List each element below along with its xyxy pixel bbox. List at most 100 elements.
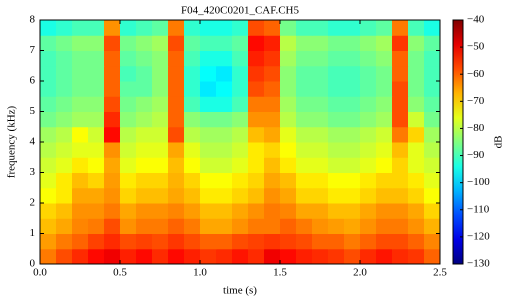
cell (40, 249, 57, 265)
cell (168, 51, 185, 67)
cell (184, 51, 201, 67)
cell (408, 20, 425, 36)
cell (104, 81, 121, 97)
cell (56, 142, 73, 158)
cell (408, 234, 425, 250)
cell (184, 188, 201, 204)
cell (152, 173, 169, 189)
cell (72, 66, 89, 82)
cell (184, 249, 201, 265)
cell (248, 35, 265, 51)
y-tick-label: 2 (30, 197, 36, 209)
cell (296, 142, 313, 158)
cell (56, 249, 73, 265)
cell (328, 81, 345, 97)
cell (88, 218, 105, 234)
cell (344, 142, 361, 158)
cell (232, 112, 249, 128)
cell (232, 142, 249, 158)
cell (168, 234, 185, 250)
cell (248, 142, 265, 158)
cell (56, 188, 73, 204)
y-tick-label: 4 (30, 136, 36, 148)
cell (408, 96, 425, 112)
cell (104, 203, 121, 219)
cell (408, 35, 425, 51)
cell (248, 173, 265, 189)
cell (56, 66, 73, 82)
cell (264, 173, 281, 189)
cell (344, 51, 361, 67)
cell (392, 66, 409, 82)
cell (280, 96, 297, 112)
cell (184, 203, 201, 219)
cell (88, 203, 105, 219)
colorbar-tick-label: −70 (467, 95, 485, 107)
cell (376, 218, 393, 234)
cell (360, 142, 377, 158)
cell (88, 249, 105, 265)
cell (280, 81, 297, 97)
cell (40, 188, 57, 204)
cell (232, 188, 249, 204)
colorbar-tick-label: −110 (467, 203, 490, 215)
cell (56, 157, 73, 173)
colorbar-tick-label: −80 (467, 122, 485, 134)
cell (200, 142, 217, 158)
cell (264, 127, 281, 143)
cell (152, 234, 169, 250)
cell (296, 127, 313, 143)
cell (424, 157, 441, 173)
cell (136, 218, 153, 234)
cell (328, 249, 345, 265)
cell (328, 188, 345, 204)
cell (312, 142, 329, 158)
cell (232, 157, 249, 173)
cell (216, 81, 233, 97)
cell (200, 218, 217, 234)
heatmap (40, 20, 441, 265)
cell (360, 127, 377, 143)
cell (360, 112, 377, 128)
cell (392, 203, 409, 219)
cell (56, 35, 73, 51)
cell (392, 249, 409, 265)
cell (200, 20, 217, 36)
cell (184, 157, 201, 173)
cell (264, 51, 281, 67)
cell (120, 20, 137, 36)
cell (136, 112, 153, 128)
cell (312, 218, 329, 234)
colorbar-tick-label: −100 (467, 176, 490, 188)
cell (376, 127, 393, 143)
cell (408, 218, 425, 234)
cell (40, 20, 57, 36)
cell (232, 173, 249, 189)
cell (392, 81, 409, 97)
cell (248, 81, 265, 97)
cell (152, 218, 169, 234)
cell (376, 51, 393, 67)
cell (72, 218, 89, 234)
cell (392, 112, 409, 128)
cell (392, 142, 409, 158)
cell (216, 35, 233, 51)
cell (248, 249, 265, 265)
cell (200, 127, 217, 143)
cell (168, 81, 185, 97)
cell (120, 112, 137, 128)
cell (184, 234, 201, 250)
cell (392, 51, 409, 67)
cell (312, 35, 329, 51)
cell (264, 203, 281, 219)
cell (88, 51, 105, 67)
cell (56, 112, 73, 128)
cell (376, 20, 393, 36)
cell (280, 35, 297, 51)
cell (200, 96, 217, 112)
colorbar-tick-label: −120 (467, 230, 490, 242)
cell (296, 20, 313, 36)
cell (424, 188, 441, 204)
cell (216, 157, 233, 173)
cell (424, 249, 441, 265)
